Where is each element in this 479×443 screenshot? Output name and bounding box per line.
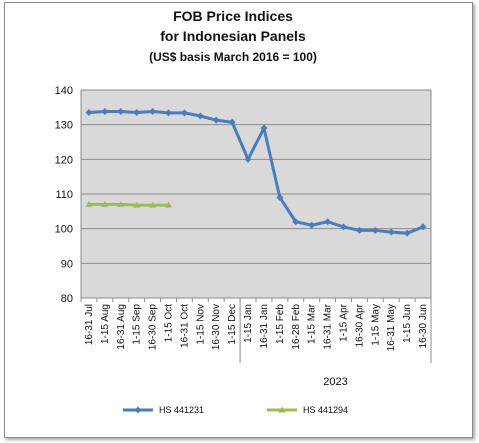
data-point — [85, 200, 93, 207]
x-tick-label: 16-30 Nov — [211, 304, 222, 350]
data-point — [292, 218, 300, 226]
x-tick-label: 1-15 Nov — [195, 304, 206, 345]
legend-label: HS 441294 — [303, 405, 348, 415]
chart-title-line-1: FOB Price Indices — [173, 8, 293, 24]
data-point — [387, 228, 395, 236]
y-tick-label: 140 — [55, 85, 73, 97]
price-index-chart: FOB Price Indices for Indonesian Panels … — [55, 8, 432, 415]
x-tick-label: 16-30 Sep — [148, 304, 159, 351]
data-point — [324, 218, 332, 226]
y-tick-label: 110 — [55, 189, 73, 201]
data-point — [212, 116, 220, 124]
data-point — [165, 109, 172, 117]
data-point — [355, 226, 363, 234]
data-point — [276, 193, 284, 201]
data-point — [308, 221, 316, 229]
data-point — [133, 201, 141, 208]
series-line-0 — [88, 109, 424, 235]
x-tick-label: 16-31 Aug — [116, 304, 127, 350]
x-tick-label: 1-15 May — [370, 304, 381, 346]
x-tick-label: 16-31 Jul — [84, 304, 95, 345]
x-tick-label: 16-28 Feb — [291, 304, 302, 350]
x-tick-label: 16-31 May — [386, 304, 397, 351]
x-tick-label: 16-31 Mar — [323, 303, 334, 349]
data-point — [133, 109, 141, 117]
data-point — [101, 107, 109, 115]
data-point — [117, 107, 125, 115]
x-tick-label: 1-15 Jan — [243, 304, 254, 343]
x-tick-label: 1-15 Aug — [100, 304, 111, 344]
x-tick-label: 1-15 Apr — [339, 303, 350, 341]
data-point — [403, 229, 411, 237]
data-point — [260, 124, 268, 132]
legend-swatch-marker — [278, 406, 286, 413]
x-tick-label: 16-30 Apr — [354, 303, 365, 347]
chart-title-line-2: for Indonesian Panels — [160, 28, 306, 44]
data-point — [180, 109, 188, 117]
x-tick-label: 1-15 Feb — [275, 304, 286, 344]
data-point — [196, 112, 204, 120]
y-tick-label: 80 — [61, 293, 73, 305]
data-point — [117, 200, 125, 207]
x-tick-label: 1-15 Oct — [164, 304, 175, 343]
chart-subtitle: (US$ basis March 2016 = 100) — [149, 50, 317, 64]
y-tick-label: 120 — [55, 154, 73, 166]
y-tick-label: 130 — [55, 120, 73, 132]
data-point — [165, 201, 172, 208]
x-tick-label: 16-31 Oct — [179, 304, 190, 348]
data-point — [244, 155, 252, 163]
data-point — [149, 201, 157, 208]
data-point — [340, 223, 347, 231]
year-group-label: 2023 — [323, 376, 347, 388]
series-line-1 — [88, 202, 169, 207]
x-tick-label: 1-15 Sep — [132, 304, 143, 345]
x-tick-label: 1-15 Dec — [227, 304, 238, 345]
plot-layer: 80 90 100 110 120 130 140 16-31 Jul 1-15 Aug 16-3… — [55, 85, 432, 415]
legend-swatch-marker — [134, 406, 142, 414]
data-point — [149, 107, 157, 115]
x-tick-label: 1-15 Jun — [402, 304, 413, 343]
data-point — [371, 226, 379, 234]
data-point — [85, 109, 93, 117]
y-tick-label: 100 — [55, 224, 73, 236]
x-tick-label: 16-31 Jan — [259, 304, 270, 348]
chart-frame: FOB Price Indices for Indonesian Panels … — [4, 2, 473, 438]
data-point — [101, 200, 109, 207]
legend-label: HS 441231 — [159, 405, 204, 415]
data-point — [228, 118, 236, 126]
x-tick-label: 16-30 Jun — [418, 304, 429, 348]
data-point — [419, 223, 427, 231]
x-tick-label: 1-15 Mar — [307, 303, 318, 344]
y-tick-label: 90 — [61, 258, 73, 270]
